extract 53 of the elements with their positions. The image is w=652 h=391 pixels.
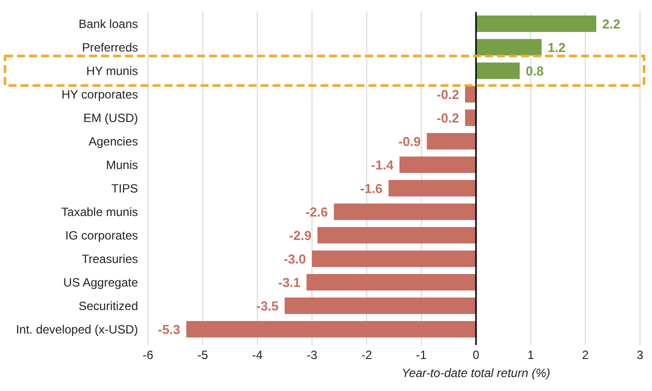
- x-tick-label: -6: [142, 348, 154, 362]
- data-label: -0.9: [398, 134, 421, 149]
- bar: [426, 133, 476, 150]
- data-label: -3.5: [256, 298, 279, 314]
- y-tick-label: IG corporates: [65, 228, 138, 242]
- bar: [476, 62, 520, 79]
- y-tick-label: HY munis: [86, 64, 138, 78]
- bar: [317, 227, 476, 244]
- data-label: -1.4: [371, 157, 394, 172]
- bar: [465, 110, 476, 126]
- data-label: -1.6: [360, 180, 383, 196]
- y-tick-label: Treasuries: [82, 252, 138, 266]
- x-tick-label: 0: [472, 348, 480, 362]
- x-axis-title: Year-to-date total return (%): [402, 366, 550, 380]
- bar: [388, 180, 476, 196]
- y-tick-label: Agencies: [88, 134, 138, 148]
- x-tick-label: -2: [361, 348, 372, 362]
- y-tick-label: EM (USD): [83, 110, 138, 125]
- bar: [306, 274, 476, 290]
- x-tick-label: -1: [416, 348, 427, 362]
- x-tick-label: 3: [636, 348, 644, 362]
- x-tick-label: -4: [252, 348, 263, 362]
- data-label: -0.2: [436, 110, 460, 126]
- y-tick-label: Int. developed (x-USD): [16, 322, 138, 336]
- data-label: -0.2: [436, 86, 460, 102]
- data-label: 1.2: [548, 40, 566, 55]
- bar: [334, 204, 476, 220]
- data-label: 2.2: [602, 16, 620, 32]
- bar: [186, 321, 476, 338]
- data-label: -5.3: [158, 322, 180, 337]
- bar: [465, 86, 476, 102]
- x-tick-label: -5: [197, 348, 208, 362]
- y-tick-label: US Aggregate: [63, 275, 138, 290]
- y-tick-label: HY corporates: [62, 87, 138, 102]
- bar: [284, 298, 476, 314]
- data-label: -2.9: [289, 228, 312, 243]
- y-tick-label: Bank loans: [78, 16, 138, 31]
- y-tick-label: Munis: [106, 158, 138, 172]
- data-label: -3.0: [284, 251, 306, 266]
- bar: [476, 16, 596, 32]
- y-tick-label: Taxable munis: [61, 204, 138, 219]
- x-tick-label: 2: [582, 348, 589, 362]
- x-tick-label: 1: [527, 348, 534, 362]
- bar: [312, 250, 476, 267]
- y-tick-label: TIPS: [111, 181, 138, 196]
- data-label: -2.6: [305, 204, 328, 220]
- bar: [399, 156, 476, 173]
- y-tick-label: Preferreds: [82, 40, 138, 54]
- bar: [476, 39, 542, 56]
- data-label: -3.1: [278, 274, 301, 290]
- x-tick-label: -3: [306, 348, 318, 362]
- y-tick-label: Securitized: [78, 298, 138, 313]
- data-label: 0.8: [526, 63, 544, 78]
